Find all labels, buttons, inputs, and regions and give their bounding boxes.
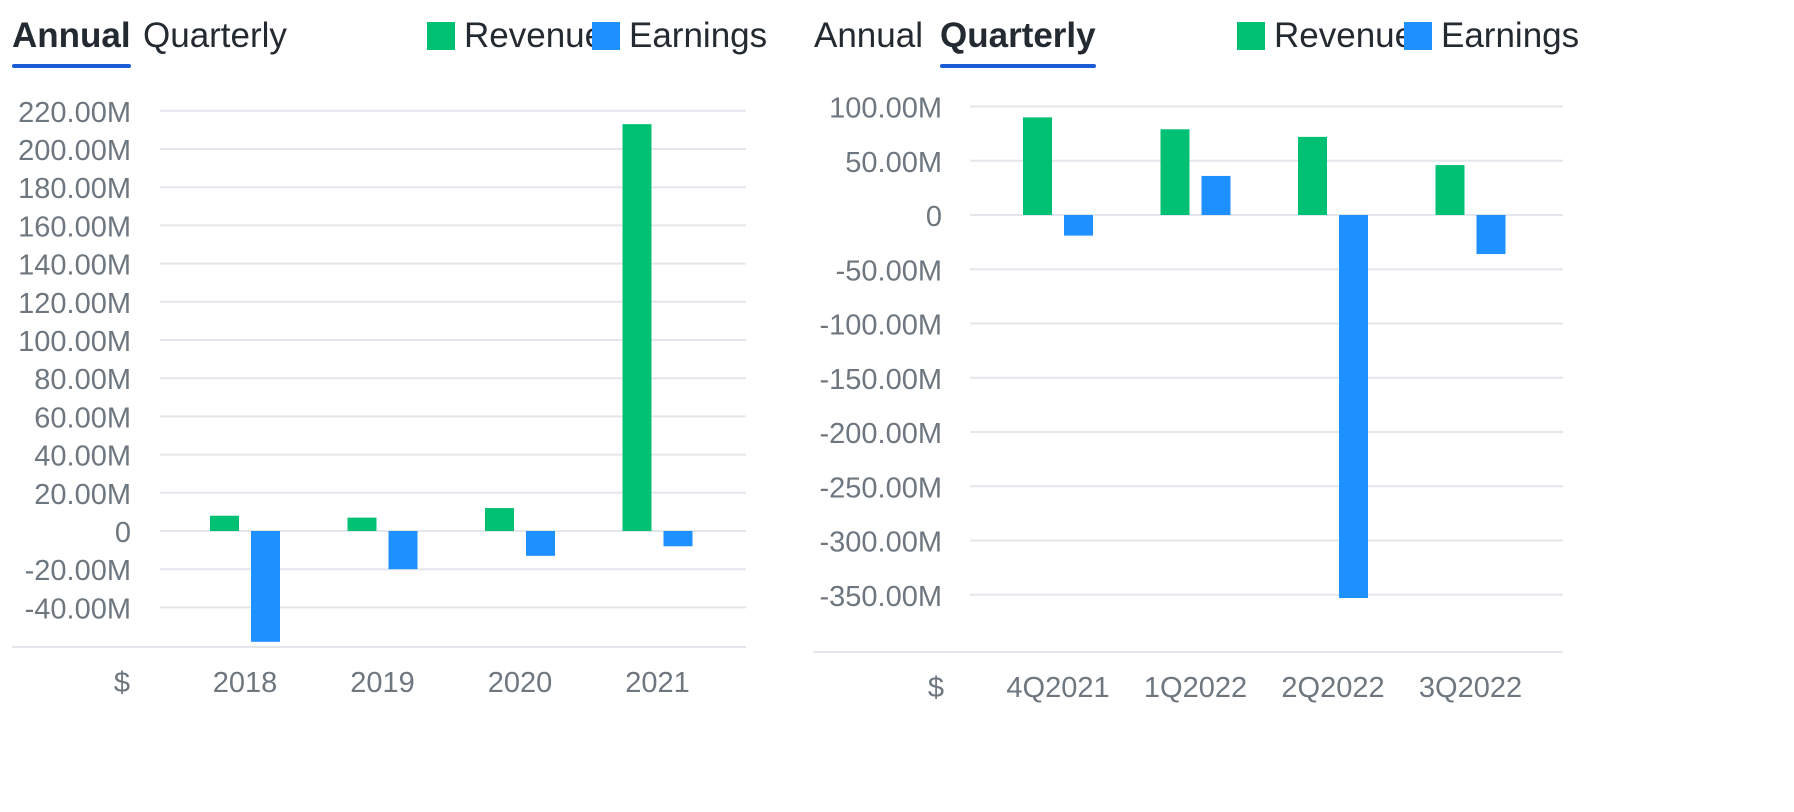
revenue-bar-2018 xyxy=(210,515,239,531)
revenue-bar-2020 xyxy=(485,508,514,531)
y-tick-label: 140.00M xyxy=(18,250,131,282)
revenue-bar-3Q2022 xyxy=(1435,165,1465,215)
y-tick-label: 120.00M xyxy=(18,288,131,320)
tab-quarterly-label: Quarterly xyxy=(143,16,287,55)
revenue-bar-1Q2022 xyxy=(1160,129,1190,215)
y-tick-label: 0 xyxy=(926,201,942,233)
y-tick-label: 40.00M xyxy=(34,441,131,473)
legend-revenue-label: Revenue xyxy=(464,16,605,55)
y-tick-label: 20.00M xyxy=(34,479,131,511)
tab-quarterly[interactable]: Quarterly xyxy=(940,16,1096,68)
x-tick-label-1Q2022: 1Q2022 xyxy=(1144,672,1247,704)
y-tick-label: -300.00M xyxy=(819,527,942,559)
y-tick-label: -50.00M xyxy=(836,255,942,287)
y-tick-label: 100.00M xyxy=(829,93,942,125)
y-tick-label: 160.00M xyxy=(18,211,131,243)
active-tab-underline xyxy=(12,64,131,68)
legend-earnings-label: Earnings xyxy=(1441,16,1580,55)
y-tick-label: -100.00M xyxy=(819,310,942,342)
tab-annual-label: Annual xyxy=(814,16,923,55)
x-tick-label-2021: 2021 xyxy=(625,667,690,699)
y-tick-label: -200.00M xyxy=(819,418,942,450)
revenue-bar-2021 xyxy=(622,124,652,532)
currency-label: $ xyxy=(114,667,130,699)
legend-earnings-swatch xyxy=(1404,22,1432,50)
currency-label: $ xyxy=(928,672,944,704)
legend-revenue-swatch xyxy=(1237,22,1265,50)
earnings-bar-1Q2022 xyxy=(1201,175,1231,215)
y-tick-label: -250.00M xyxy=(819,472,942,504)
y-tick-label: -350.00M xyxy=(819,581,942,613)
legend-revenue-label: Revenue xyxy=(1274,16,1415,55)
legend-earnings-swatch xyxy=(592,22,620,50)
x-tick-label-2Q2022: 2Q2022 xyxy=(1281,672,1384,704)
legend-earnings: Earnings xyxy=(1404,16,1579,56)
x-tick-label-2019: 2019 xyxy=(350,667,415,699)
active-tab-underline xyxy=(940,64,1096,68)
y-tick-label: -20.00M xyxy=(25,555,131,587)
legend-revenue-swatch xyxy=(427,22,455,50)
y-tick-label: 220.00M xyxy=(18,97,131,129)
tab-annual[interactable]: Annual xyxy=(12,16,131,68)
y-tick-label: 60.00M xyxy=(34,402,131,434)
x-tick-label-4Q2021: 4Q2021 xyxy=(1006,672,1109,704)
x-tick-label-3Q2022: 3Q2022 xyxy=(1419,672,1522,704)
legend-earnings-label: Earnings xyxy=(629,16,768,55)
legend-earnings: Earnings xyxy=(592,16,767,56)
annual-chart-panel: Annual Quarterly Revenue Earnings 220.00… xyxy=(0,0,870,812)
earnings-bar-2020 xyxy=(526,531,555,556)
tab-annual-label: Annual xyxy=(12,16,131,55)
x-tick-label-2018: 2018 xyxy=(213,667,278,699)
y-tick-label: 80.00M xyxy=(34,364,131,396)
tab-annual[interactable]: Annual xyxy=(814,16,923,56)
earnings-bar-3Q2022 xyxy=(1476,215,1506,255)
legend-revenue: Revenue xyxy=(427,16,604,56)
earnings-bar-2018 xyxy=(251,531,280,642)
revenue-bar-2Q2022 xyxy=(1298,136,1327,215)
y-tick-label: 200.00M xyxy=(18,135,131,167)
y-tick-label: 0 xyxy=(115,517,131,549)
y-tick-label: 180.00M xyxy=(18,173,131,205)
y-tick-label: 50.00M xyxy=(845,147,942,179)
y-tick-label: -150.00M xyxy=(819,364,942,396)
revenue-bar-2019 xyxy=(347,517,377,531)
quarterly-bar-chart: 100.00M 50.00M 0 -50.00M -100.00M -150.00M -20… xyxy=(813,93,1563,704)
legend-revenue: Revenue xyxy=(1237,16,1414,56)
earnings-bar-2Q2022 xyxy=(1339,215,1368,599)
earnings-bar-4Q2021 xyxy=(1064,215,1093,236)
y-tick-label: 100.00M xyxy=(18,326,131,358)
earnings-bar-2019 xyxy=(388,531,418,570)
annual-bar-chart: 220.00M 200.00M 180.00M 160.00M 140.00M 120.0… xyxy=(12,97,746,699)
tab-quarterly-label: Quarterly xyxy=(940,16,1096,55)
x-tick-label-2020: 2020 xyxy=(488,667,553,699)
tab-quarterly[interactable]: Quarterly xyxy=(143,16,287,56)
quarterly-chart-panel: Annual Quarterly Revenue Earnings 100.00… xyxy=(813,0,1794,812)
revenue-bar-4Q2021 xyxy=(1023,117,1052,215)
y-tick-label: -40.00M xyxy=(25,593,131,625)
earnings-bar-2021 xyxy=(663,531,693,547)
